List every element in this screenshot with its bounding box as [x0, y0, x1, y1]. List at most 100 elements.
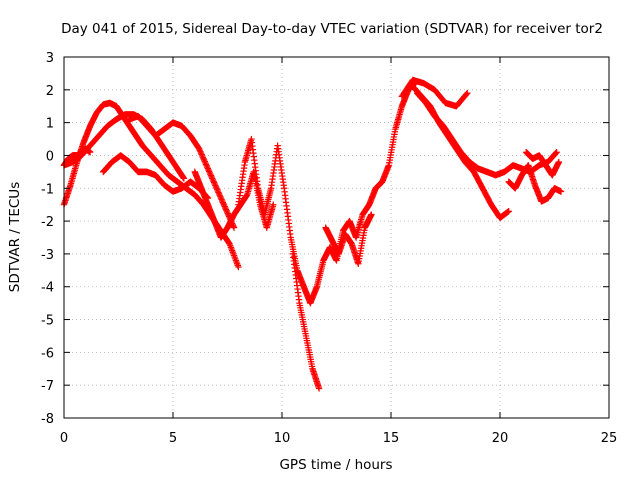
data-point	[198, 151, 205, 158]
data-point	[315, 385, 323, 392]
data-point	[202, 161, 210, 168]
x-tick-label: 25	[601, 431, 618, 446]
data-point	[199, 152, 206, 160]
x-axis-label: GPS time / hours	[279, 457, 392, 473]
data-series-arc-14	[522, 148, 563, 179]
data-point	[212, 183, 220, 191]
y-tick-label: -7	[41, 379, 54, 394]
data-point	[270, 201, 277, 208]
data-point	[199, 154, 207, 161]
data-point	[213, 185, 220, 192]
y-tick-label: -4	[41, 281, 54, 296]
data-point	[195, 145, 203, 153]
x-tick-labels: 0 5 10 15 20 25	[60, 431, 617, 446]
y-tick-label: -3	[41, 248, 54, 263]
data-point	[197, 149, 205, 157]
data-point	[217, 193, 224, 200]
data-point	[212, 182, 219, 189]
data-point	[235, 263, 242, 271]
data-point	[222, 204, 229, 212]
data-point	[505, 208, 512, 215]
data-series-arc-12	[413, 89, 560, 179]
y-tick-label: 2	[46, 84, 54, 99]
y-tick-labels: -8 -7 -6 -5 -4 -3 -2 -1 0 1 2 3	[41, 51, 54, 427]
x-tick-label: 15	[383, 431, 400, 446]
data-series-arc-6	[191, 168, 277, 241]
y-tick-label: 1	[46, 117, 54, 132]
data-point	[203, 162, 210, 169]
data-point	[223, 208, 231, 216]
x-tick-label: 10	[274, 431, 291, 446]
data-point	[221, 203, 228, 210]
data-point	[463, 90, 470, 98]
data-point	[555, 158, 563, 166]
data-point	[209, 176, 217, 184]
data-point	[208, 173, 215, 181]
data-point	[210, 179, 218, 186]
chart-title: Day 041 of 2015, Sidereal Day-to-day VTE…	[61, 21, 603, 37]
data-series-arc-7	[235, 80, 419, 307]
data-point	[218, 196, 225, 203]
data-point	[209, 175, 216, 182]
data-point	[214, 187, 222, 195]
plot-frame	[63, 56, 610, 419]
data-point	[197, 148, 204, 155]
y-tick-label: -2	[41, 215, 54, 230]
data-point	[557, 188, 565, 195]
data-series-arc-8	[289, 250, 323, 392]
data-point	[368, 211, 375, 218]
data-point	[553, 148, 560, 156]
y-tick-label: -1	[41, 182, 54, 197]
data-point	[219, 199, 227, 206]
data-point	[205, 166, 212, 174]
data-point	[207, 171, 214, 178]
data-point	[204, 165, 212, 172]
data-point	[206, 169, 213, 177]
data-series-arc-10	[398, 76, 471, 110]
data-point	[552, 150, 559, 157]
x-tick-label: 5	[169, 431, 177, 446]
data-point	[230, 224, 238, 231]
data-series-arc-5	[60, 145, 94, 169]
y-tick-label: -5	[41, 314, 54, 329]
x-tick-label: 20	[492, 431, 509, 446]
data-point	[222, 206, 230, 213]
data-point	[200, 156, 208, 164]
data-point	[215, 190, 223, 198]
y-axis-label: SDTVAR / TECUs	[7, 182, 23, 292]
data-point	[200, 155, 207, 162]
data-point	[220, 200, 227, 207]
data-point	[210, 178, 217, 185]
data-point	[552, 149, 560, 157]
data-point	[215, 189, 222, 196]
data-point	[220, 201, 228, 209]
data-point	[214, 186, 221, 193]
y-tick-label: 0	[46, 149, 54, 164]
data-points	[60, 76, 565, 392]
axis-ticks	[63, 56, 610, 419]
data-point	[223, 207, 230, 214]
data-point	[464, 89, 471, 97]
data-point	[217, 194, 225, 202]
data-point	[180, 175, 188, 182]
data-point	[202, 159, 209, 167]
data-point	[211, 180, 218, 188]
data-point	[196, 147, 203, 154]
data-point	[204, 163, 211, 171]
y-tick-label: -6	[41, 346, 54, 361]
data-point	[216, 192, 223, 199]
data-point	[201, 158, 208, 165]
data-point	[86, 148, 94, 156]
data-point	[219, 197, 226, 205]
y-tick-label: -8	[41, 412, 54, 427]
data-point	[205, 168, 213, 175]
data-point	[224, 210, 232, 217]
data-series-arc-4	[126, 112, 238, 231]
data-series-arc-13	[505, 162, 565, 205]
y-tick-label: 3	[46, 51, 54, 66]
grid-lines	[64, 57, 609, 418]
x-tick-label: 0	[60, 431, 68, 446]
data-point	[207, 172, 215, 179]
data-series-arc-9	[322, 211, 375, 267]
